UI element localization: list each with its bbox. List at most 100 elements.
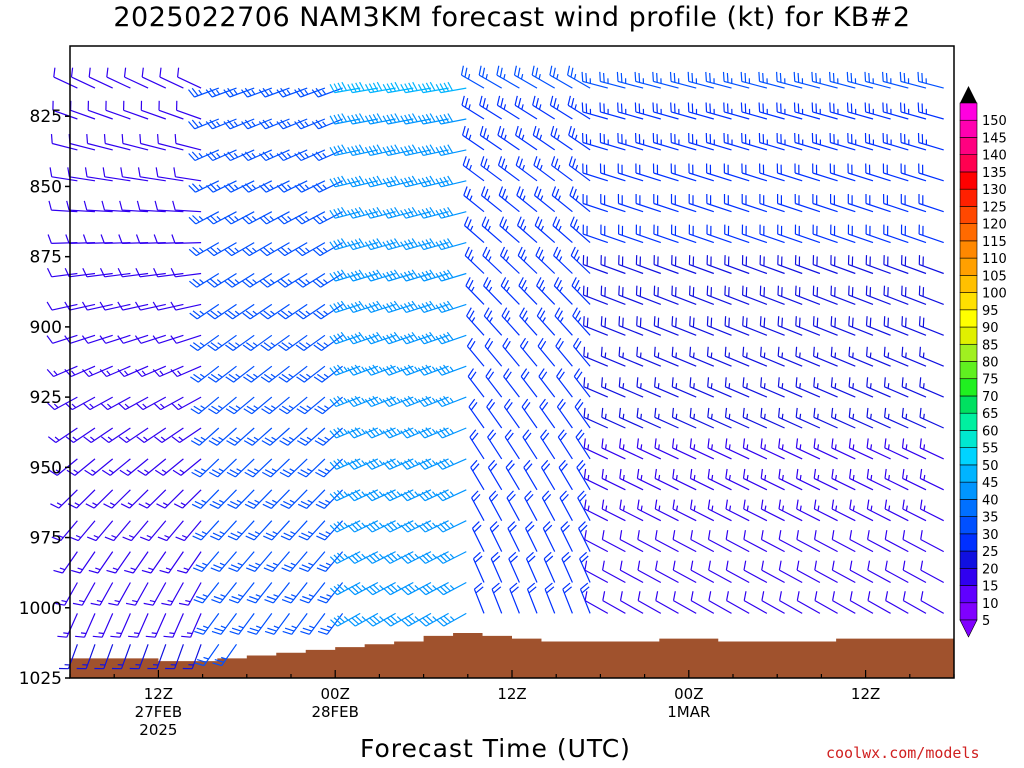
wind-barb bbox=[228, 582, 255, 604]
wind-barb bbox=[725, 468, 750, 491]
wind-barb bbox=[382, 175, 414, 188]
wind-barb bbox=[135, 396, 167, 411]
wind-barb bbox=[505, 459, 520, 491]
wind-barb bbox=[134, 334, 166, 344]
wind-barb bbox=[831, 468, 856, 491]
wind-barb bbox=[725, 530, 750, 553]
wind-barb bbox=[849, 530, 874, 553]
wind-barb bbox=[848, 407, 874, 429]
wind-barb bbox=[207, 334, 237, 351]
wind-barb bbox=[347, 206, 379, 219]
wind-barb bbox=[848, 316, 874, 336]
wind-barb bbox=[226, 427, 255, 446]
wind-barb bbox=[706, 346, 732, 367]
wind-barb bbox=[813, 377, 838, 398]
wind-barb bbox=[83, 200, 113, 213]
colorbar-swatch bbox=[959, 602, 978, 621]
wind-barb bbox=[417, 364, 449, 376]
wind-barb bbox=[777, 346, 803, 367]
wind-barb bbox=[636, 438, 662, 460]
wind-barb bbox=[584, 530, 609, 553]
colorbar-label: 40 bbox=[982, 493, 999, 508]
wind-barb bbox=[152, 365, 184, 378]
wind-barb bbox=[347, 364, 379, 376]
wind-barb bbox=[259, 272, 290, 288]
wind-barb bbox=[516, 186, 538, 213]
wind-barb bbox=[83, 427, 114, 443]
wind-barb bbox=[534, 216, 556, 244]
wind-barb bbox=[689, 407, 715, 429]
colorbar-swatch bbox=[959, 343, 978, 362]
colorbar-label: 150 bbox=[982, 114, 1007, 129]
plot-frame bbox=[69, 45, 955, 679]
wind-barb bbox=[882, 132, 909, 151]
wind-barb bbox=[262, 458, 290, 478]
wind-barb bbox=[382, 489, 414, 502]
wind-barb bbox=[435, 551, 467, 564]
wind-barb bbox=[559, 490, 573, 521]
wind-barb bbox=[793, 71, 821, 89]
wind-barb bbox=[758, 132, 785, 151]
wind-barb bbox=[122, 520, 149, 542]
colorbar-swatch bbox=[959, 361, 978, 380]
wind-barb bbox=[364, 395, 396, 408]
wind-barb bbox=[463, 216, 485, 244]
wind-barb bbox=[742, 407, 768, 429]
wind-barb bbox=[811, 71, 838, 89]
wind-barb bbox=[435, 395, 467, 408]
wind-barb bbox=[313, 334, 343, 351]
wind-barb bbox=[652, 132, 679, 151]
wind-barb bbox=[901, 377, 927, 398]
wind-barb bbox=[919, 438, 944, 460]
wind-barb bbox=[435, 300, 467, 313]
wind-barb bbox=[100, 396, 131, 411]
wind-barb bbox=[241, 149, 273, 162]
wind-barb bbox=[276, 211, 308, 225]
wind-barb bbox=[300, 613, 326, 635]
wind-barb bbox=[900, 194, 927, 213]
wind-barb bbox=[796, 560, 821, 584]
wind-barb bbox=[919, 346, 944, 367]
wind-barb bbox=[830, 346, 856, 367]
wind-barb bbox=[192, 520, 220, 541]
x-tick-label: 28FEB bbox=[311, 703, 358, 721]
wind-barb bbox=[847, 224, 874, 244]
wind-barb bbox=[582, 163, 608, 182]
wind-barb bbox=[760, 530, 785, 553]
wind-barb bbox=[400, 238, 432, 251]
colorbar-swatch bbox=[959, 102, 978, 121]
wind-barb bbox=[671, 224, 697, 244]
wind-barb bbox=[866, 346, 891, 367]
colorbar-label: 60 bbox=[982, 424, 999, 439]
wind-barb bbox=[865, 285, 891, 305]
wind-barb bbox=[435, 520, 467, 533]
wind-barb bbox=[296, 396, 326, 415]
wind-barb bbox=[760, 407, 785, 429]
wind-barb bbox=[383, 612, 414, 627]
wind-barb bbox=[400, 458, 432, 470]
wind-barb bbox=[759, 255, 785, 275]
wind-barb bbox=[329, 238, 361, 251]
wind-barb bbox=[618, 346, 644, 367]
wind-barb bbox=[311, 149, 343, 162]
wind-barb bbox=[281, 582, 308, 604]
wind-barb bbox=[170, 396, 202, 411]
colorbar-label: 115 bbox=[982, 235, 1007, 250]
wind-barb bbox=[67, 167, 96, 182]
wind-barb bbox=[501, 307, 520, 336]
colorbar-swatch bbox=[959, 567, 978, 586]
wind-barb bbox=[100, 427, 131, 443]
wind-barb bbox=[382, 427, 414, 439]
wind-barb bbox=[865, 194, 891, 213]
wind-barb bbox=[205, 87, 237, 98]
wind-barb bbox=[743, 560, 768, 584]
wind-barb bbox=[106, 551, 131, 574]
wind-barb bbox=[118, 427, 149, 443]
wind-barb bbox=[654, 438, 679, 460]
wind-barb bbox=[758, 71, 785, 89]
wind-barb bbox=[277, 242, 308, 257]
wind-barb bbox=[92, 613, 114, 638]
wind-barb bbox=[537, 337, 556, 367]
wind-barb bbox=[619, 530, 644, 553]
wind-barb bbox=[90, 582, 114, 606]
